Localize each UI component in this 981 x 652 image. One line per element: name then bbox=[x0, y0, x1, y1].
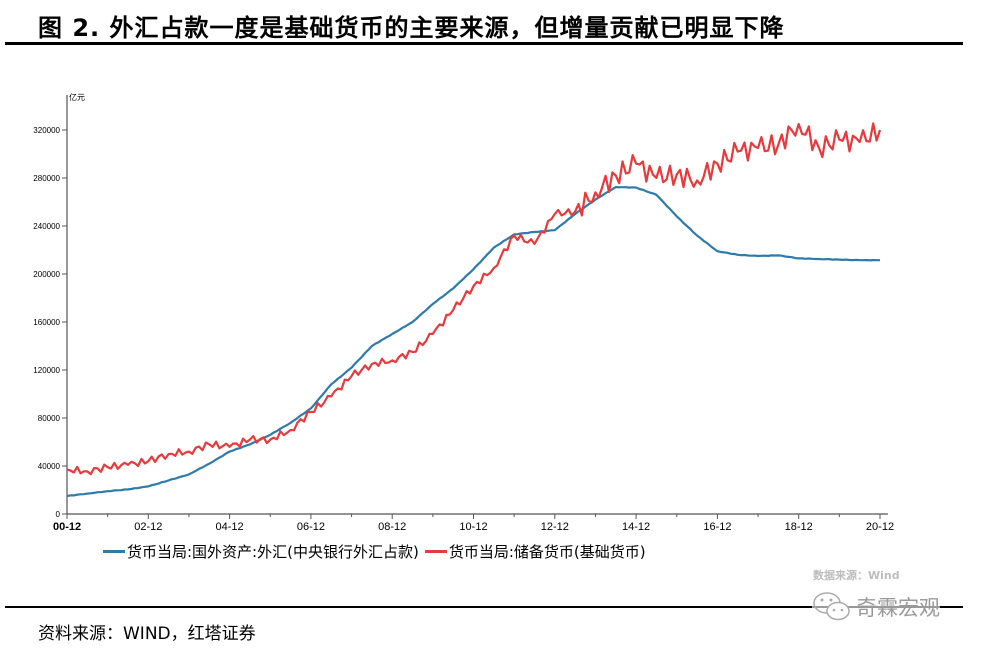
chart-legend: 货币当局:国外资产:外汇(中央银行外汇占款) 货币当局:储备货币(基础货币) bbox=[103, 541, 652, 562]
legend-item-forex: 货币当局:国外资产:外汇(中央银行外汇占款) bbox=[103, 541, 419, 562]
y-tick-label: 200000 bbox=[33, 270, 60, 279]
series-line-forex bbox=[66, 185, 880, 498]
chart-axes: 亿元 0 40000 80000 120000 160000 200000 240000 280… bbox=[33, 92, 894, 533]
y-tick-label: 240000 bbox=[33, 222, 60, 231]
series-line-base-money bbox=[66, 122, 882, 476]
legend-label-forex: 货币当局:国外资产:外汇(中央银行外汇占款) bbox=[127, 543, 419, 561]
y-tick-label: 160000 bbox=[33, 318, 60, 327]
x-tick-label: 18-12 bbox=[785, 521, 813, 533]
x-tick-label: 06-12 bbox=[297, 521, 325, 533]
y-tick-label: 120000 bbox=[33, 366, 60, 375]
source-note: 资料来源：WIND，红塔证券 bbox=[38, 624, 256, 644]
legend-item-base-money: 货币当局:储备货币(基础货币) bbox=[424, 541, 646, 562]
y-tick-label: 80000 bbox=[38, 414, 61, 423]
x-tick-label: 04-12 bbox=[216, 521, 244, 533]
chart-lines bbox=[66, 122, 882, 498]
legend-label-base-money: 货币当局:储备货币(基础货币) bbox=[448, 543, 646, 561]
y-tick-label: 0 bbox=[56, 510, 61, 519]
x-tick-label: 14-12 bbox=[622, 521, 650, 533]
footer-divider bbox=[5, 606, 963, 608]
watermark-text: 奇霖宏观 bbox=[856, 596, 940, 620]
x-tick-label: 08-12 bbox=[378, 521, 406, 533]
y-axis-unit: 亿元 bbox=[69, 92, 85, 102]
x-tick-label: 16-12 bbox=[703, 521, 731, 533]
x-tick-label: 02-12 bbox=[134, 521, 162, 533]
x-tick-label: 10-12 bbox=[459, 521, 487, 533]
x-tick-label: 00-12 bbox=[53, 521, 81, 533]
y-tick-label: 40000 bbox=[38, 462, 61, 471]
chart-title: 图 2. 外汇占款一度是基础货币的主要来源，但增量贡献已明显下降 bbox=[38, 14, 785, 42]
legend-swatch-forex bbox=[103, 550, 125, 553]
y-tick-label: 280000 bbox=[33, 174, 60, 183]
x-tick-label: 20-12 bbox=[866, 521, 894, 533]
legend-swatch-base-money bbox=[424, 550, 447, 553]
y-tick-label: 320000 bbox=[33, 126, 60, 135]
watermark: 奇霖宏观 bbox=[812, 590, 940, 624]
wechat-icon bbox=[813, 592, 850, 621]
data-source-note: 数据来源：Wind bbox=[813, 569, 900, 582]
title-divider bbox=[5, 42, 963, 45]
line-chart: 亿元 0 40000 80000 120000 160000 200000 240000 280… bbox=[33, 92, 894, 533]
x-tick-label: 12-12 bbox=[541, 521, 569, 533]
